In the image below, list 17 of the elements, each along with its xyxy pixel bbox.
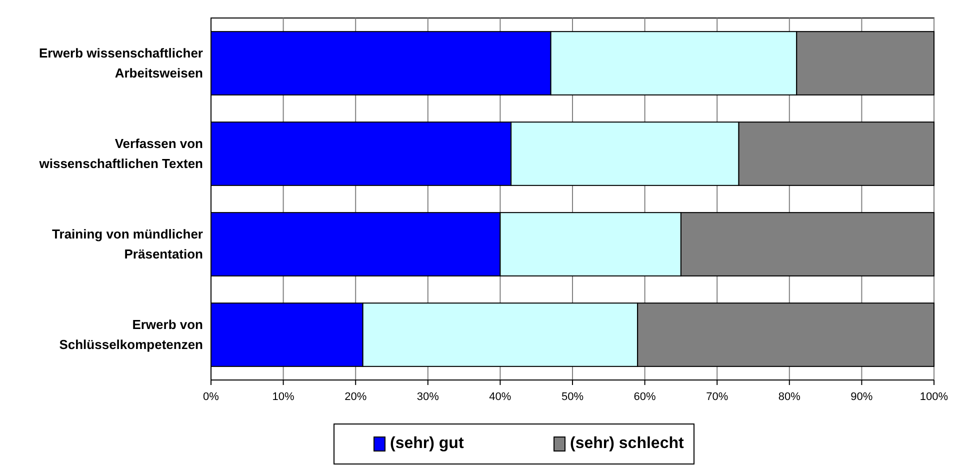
legend-label: (sehr) schlecht (570, 435, 684, 452)
legend-label: (sehr) gut (390, 435, 464, 452)
x-tick-label: 80% (778, 391, 801, 403)
x-tick-label: 60% (634, 391, 656, 403)
x-tick-label: 40% (489, 391, 512, 403)
x-tick-label: 50% (561, 391, 584, 403)
y-tick-label: Erwerb von Schlüsselkompetenzen (59, 317, 204, 352)
y-tick-label: Erwerb wissenschaftlicher Arbeitsweisen (38, 46, 204, 81)
x-tick-label: 100% (920, 391, 948, 403)
x-tick-label: 20% (344, 391, 367, 403)
x-tick-label: 70% (706, 391, 728, 403)
x-tick-label: 10% (272, 391, 295, 403)
y-tick-label: Training von mündlicher Präsentation (52, 226, 204, 262)
y-tick-label: Verfassen von wissenschaftlichen Texten (38, 136, 204, 172)
x-tick-label: 30% (416, 391, 440, 403)
x-tick-label: 90% (850, 391, 873, 403)
x-tick-label: 0% (203, 391, 220, 403)
